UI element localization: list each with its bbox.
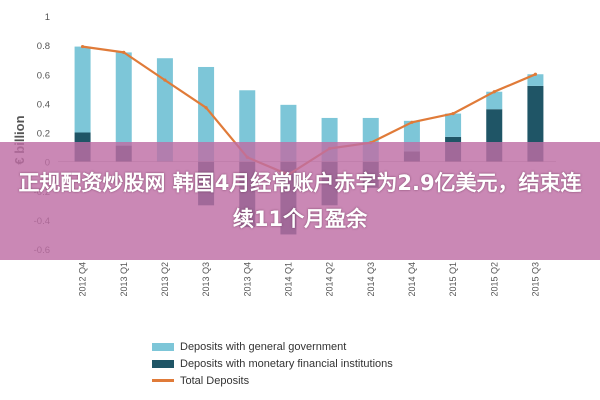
bar-general-government [445, 113, 462, 137]
y-tick-label: 0.6 [37, 70, 50, 81]
point-total-deposits [410, 120, 414, 124]
legend-label-monetary-institutions: Deposits with monetary financial institu… [180, 357, 393, 370]
legend-label-general-government: Deposits with general government [180, 340, 347, 353]
chart-legend: Deposits with general government Deposit… [152, 338, 552, 389]
headline-text: 正规配资炒股网 韩国4月经常账户赤字为2.9亿美元，结束连续11个月盈余 [18, 171, 582, 231]
x-tick-label: 2013 Q4 [242, 262, 252, 297]
point-total-deposits [163, 78, 167, 82]
headline-banner: 正规配资炒股网 韩国4月经常账户赤字为2.9亿美元，结束连续11个月盈余 [0, 142, 600, 260]
point-total-deposits [80, 44, 85, 49]
x-tick-label: 2013 Q1 [119, 262, 129, 297]
x-tick-label: 2015 Q3 [530, 262, 540, 297]
legend-swatch-monetary-institutions [152, 359, 174, 368]
x-tick-label: 2013 Q2 [160, 262, 170, 297]
point-total-deposits [204, 106, 208, 110]
legend-item-general-government: Deposits with general government [152, 338, 552, 355]
point-total-deposits [451, 111, 455, 116]
bar-general-government [527, 74, 544, 86]
x-tick-label: 2013 Q3 [201, 262, 211, 297]
x-tick-label: 2014 Q3 [366, 262, 376, 297]
legend-item-total-deposits: Total Deposits [152, 372, 552, 389]
x-tick-label: 2012 Q4 [78, 262, 88, 297]
legend-item-monetary-institutions: Deposits with monetary financial institu… [152, 355, 552, 372]
point-total-deposits [122, 50, 126, 55]
bar-general-government [486, 91, 503, 110]
y-tick-label: 0.2 [37, 129, 50, 140]
bar-general-government [74, 46, 91, 133]
y-tick-label: 0.8 [37, 41, 50, 52]
bar-general-government [198, 66, 215, 162]
y-tick-label: 0.4 [37, 99, 50, 110]
point-total-deposits [533, 72, 538, 76]
y-tick-label: 1 [45, 12, 50, 23]
x-tick-label: 2014 Q4 [407, 262, 417, 297]
bar-general-government [115, 52, 132, 146]
point-total-deposits [492, 90, 496, 94]
legend-swatch-general-government [152, 342, 174, 351]
x-axis: 2012 Q4 2013 Q1 2013 Q2 2013 Q3 2013 Q4 2014 … [78, 262, 541, 297]
x-tick-label: 2014 Q1 [283, 262, 293, 297]
x-tick-label: 2014 Q2 [325, 262, 335, 297]
legend-label-total-deposits: Total Deposits [180, 374, 250, 387]
legend-swatch-total-deposits [152, 379, 174, 382]
x-tick-label: 2015 Q1 [448, 262, 458, 297]
x-tick-label: 2015 Q2 [489, 262, 499, 297]
